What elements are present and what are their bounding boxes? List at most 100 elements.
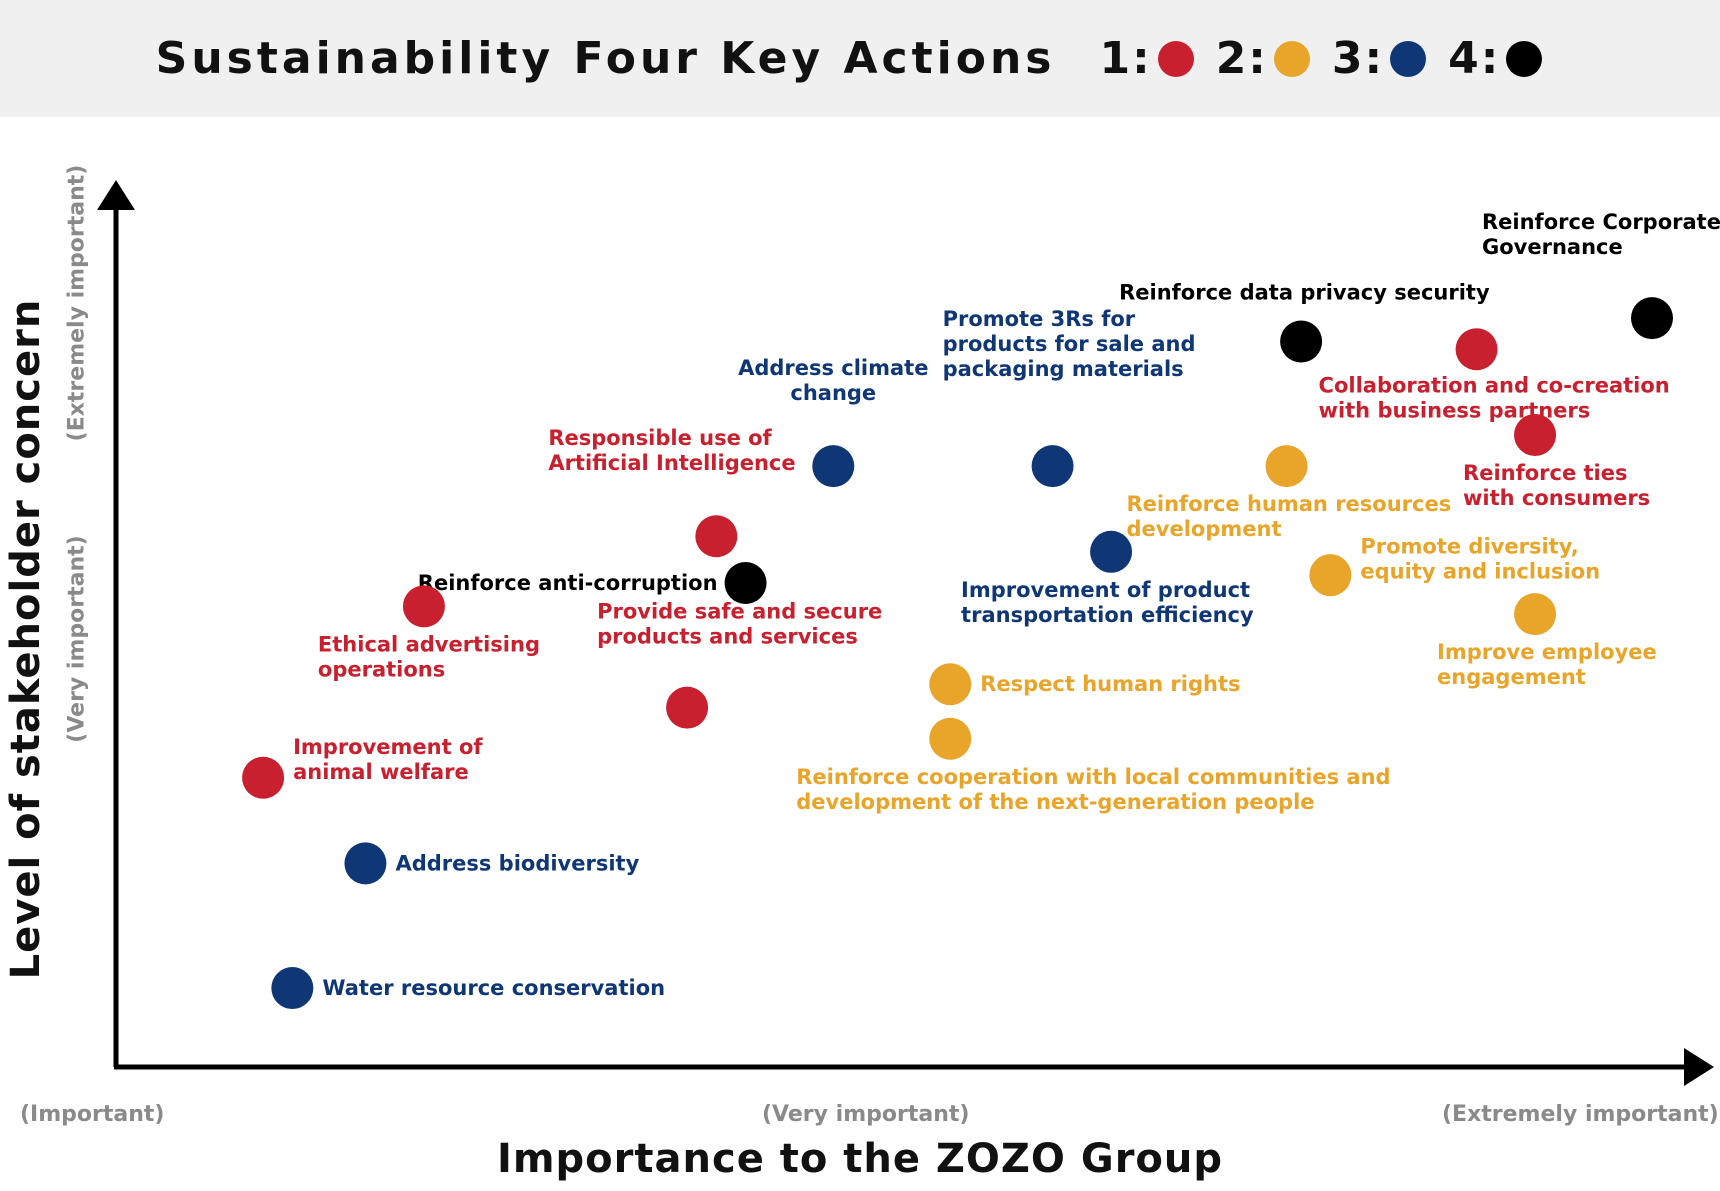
point-label-line: Address climate [738, 356, 928, 380]
point-label: Improvement of animal welfare [293, 735, 483, 784]
point-label-line: Reinforce Corporate [1482, 210, 1720, 234]
point-label-line: Improvement of product [961, 578, 1250, 602]
legend-swatch [1273, 40, 1310, 77]
point-label: Reinforce anti-corruption [418, 571, 718, 595]
data-point: Promote diversity, equity and inclusion [1309, 535, 1600, 597]
legend-swatch [1157, 40, 1194, 77]
point-marker [1514, 413, 1557, 456]
legend-item-1: 1: [1099, 33, 1194, 84]
point-marker [1631, 297, 1673, 340]
data-point: Promote 3Rs for products for sale and pack… [943, 307, 1196, 488]
point-marker [1309, 554, 1352, 597]
data-point: Address climate change [738, 356, 928, 488]
point-marker [242, 756, 285, 799]
data-point: Reinforce ties with consumers [1463, 413, 1650, 510]
point-label: Reinforce human resources development [1127, 492, 1452, 541]
point-label-line: Reinforce human resources [1127, 492, 1452, 516]
header-band [0, 0, 1720, 117]
data-point: Collaboration and co-creation with busine… [1319, 328, 1670, 422]
point-label: Reinforce cooperation with local communi… [796, 765, 1390, 814]
point-label: Provide safe and secure products and serv… [597, 600, 882, 649]
legend-item-2: 2: [1216, 33, 1310, 84]
title-row: Sustainability Four Key Actions 1: 2: 3:… [0, 0, 1720, 117]
point-label: Address climate change [738, 356, 928, 405]
data-point: Water resource conservation [271, 967, 665, 1010]
point-label: Responsible use of Artificial Intelligenc… [548, 426, 795, 475]
point-label-line: Improve employee [1437, 640, 1657, 664]
point-label-line: products and services [597, 625, 858, 649]
y-tick-extremely-important: (Extremely important) [64, 164, 90, 442]
point-marker [1514, 593, 1557, 636]
legend-item-4: 4: [1448, 33, 1543, 84]
point-label-line: Water resource conservation [322, 976, 665, 1000]
point-label-line: development of the next-generation peopl… [796, 790, 1314, 814]
point-label-line: Responsible use of [548, 426, 772, 450]
data-point: Reinforce Corporate Governance [1482, 210, 1720, 340]
point-label-line: Reinforce data privacy security [1119, 280, 1490, 304]
point-label-line: Governance [1482, 235, 1623, 259]
data-point: Reinforce anti-corruption [418, 561, 767, 604]
data-point: Improvement of animal welfare [242, 735, 483, 799]
data-point: Respect human rights [929, 663, 1241, 706]
data-point: Provide safe and secure products and serv… [597, 600, 882, 729]
point-label: Improve employee engagement [1437, 640, 1657, 689]
point-label-line: Ethical advertising [318, 632, 540, 656]
legend-label: 1: [1099, 33, 1152, 84]
point-label-line: Collaboration and co-creation [1319, 373, 1670, 397]
legend-label: 4: [1448, 33, 1501, 84]
point-label-line: Reinforce anti-corruption [418, 571, 718, 595]
point-marker [929, 663, 972, 706]
data-point: Improvement of product transportation eff… [961, 530, 1254, 627]
point-marker [1280, 320, 1323, 363]
point-marker [695, 515, 738, 558]
point-label-line: operations [318, 657, 445, 681]
point-label: Water resource conservation [322, 976, 665, 1000]
data-point: Ethical advertising operations [318, 585, 540, 681]
data-point: Reinforce human resources development [1127, 445, 1452, 541]
point-marker [344, 842, 387, 885]
point-label: Improvement of product transportation eff… [961, 578, 1254, 627]
x-axis-title: Importance to the ZOZO Group [496, 1136, 1224, 1182]
point-label: Ethical advertising operations [318, 632, 540, 681]
point-label: Reinforce ties with consumers [1463, 461, 1650, 510]
axes [97, 180, 1714, 1086]
point-marker [929, 717, 972, 760]
data-point: Responsible use of Artificial Intelligenc… [548, 426, 796, 558]
point-marker [1090, 530, 1133, 573]
point-label: Address biodiversity [395, 851, 639, 875]
x-axis-arrow [1684, 1048, 1714, 1086]
legend-label: 3: [1331, 33, 1385, 84]
point-label: Reinforce data privacy security [1119, 280, 1490, 304]
point-marker [1265, 445, 1308, 488]
point-label: Reinforce Corporate Governance [1482, 210, 1720, 259]
data-point: Address biodiversity [344, 842, 640, 885]
point-label: Respect human rights [980, 672, 1240, 696]
legend-item-3: 3: [1331, 33, 1427, 84]
point-label-line: products for sale and [943, 332, 1196, 356]
data-point: Reinforce cooperation with local communi… [796, 717, 1391, 814]
point-marker [271, 967, 314, 1010]
x-tick-important: (Important) [20, 1102, 165, 1127]
point-label-line: animal welfare [293, 760, 469, 784]
point-marker [666, 686, 709, 729]
point-label-line: change [790, 381, 876, 405]
point-marker [812, 445, 855, 488]
point-marker [724, 561, 767, 604]
point-label-line: with consumers [1463, 486, 1650, 510]
point-label-line: Address biodiversity [395, 851, 639, 875]
data-points: Reinforce Corporate Governance Reinforce d… [242, 210, 1720, 1010]
point-label: Collaboration and co-creation with busine… [1319, 373, 1670, 422]
point-label-line: equity and inclusion [1360, 560, 1600, 584]
point-marker [402, 585, 445, 628]
point-label-line: Improvement of [293, 735, 483, 759]
point-label-line: with business partners [1319, 398, 1591, 422]
legend-label: 2: [1215, 33, 1268, 84]
y-axis-title: Level of stakeholder concern [3, 298, 49, 980]
y-axis-arrow [97, 180, 135, 210]
x-tick-extremely-important: (Extremely important) [1442, 1102, 1719, 1127]
point-label-line: Promote diversity, [1360, 535, 1578, 559]
point-label-line: Reinforce ties [1463, 461, 1627, 485]
y-tick-very-important: (Very important) [64, 535, 90, 743]
point-label-line: Reinforce cooperation with local communi… [796, 765, 1390, 789]
